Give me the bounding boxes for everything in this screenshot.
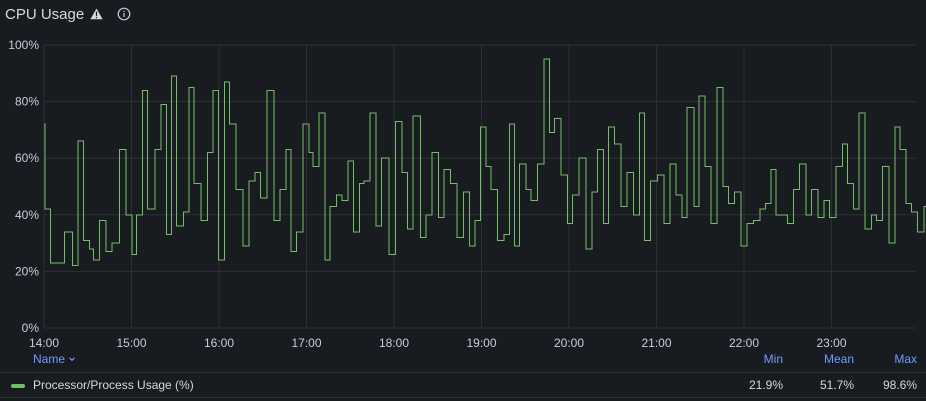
legend-min-value: 21.9% bbox=[748, 378, 783, 392]
y-axis-ticks: 0% 20% 40% 60% 80% 100% bbox=[8, 38, 39, 335]
x-tick-label: 15:00 bbox=[116, 336, 146, 350]
x-tick-label: 19:00 bbox=[466, 336, 496, 350]
legend-name-header-label: Name bbox=[33, 352, 66, 366]
legend-min-column-header[interactable]: Min bbox=[763, 352, 783, 366]
legend-row[interactable]: Processor/Process Usage (%) 21.9% 51.7% … bbox=[0, 372, 926, 398]
legend-name-column-header[interactable]: Name bbox=[33, 352, 76, 366]
x-tick-label: 23:00 bbox=[816, 336, 846, 350]
x-tick-label: 18:00 bbox=[379, 336, 409, 350]
legend-max-value: 98.6% bbox=[882, 378, 917, 392]
y-tick-label: 100% bbox=[8, 38, 39, 52]
y-tick-label: 0% bbox=[22, 321, 40, 335]
legend-max-column-header[interactable]: Max bbox=[894, 352, 917, 366]
cpu-usage-line-chart[interactable]: 0%20%40%60%80%100% 14:00 15:00 16:00 17:00 1… bbox=[0, 28, 926, 350]
legend-mean-column-header[interactable]: Mean bbox=[823, 352, 854, 366]
chart-grid bbox=[43, 44, 916, 329]
series-color-swatch bbox=[11, 384, 25, 388]
x-tick-label: 20:00 bbox=[554, 336, 584, 350]
panel-header: CPU Usage bbox=[0, 0, 926, 28]
warning-triangle-icon[interactable] bbox=[90, 8, 103, 20]
y-tick-label: 20% bbox=[15, 264, 39, 278]
y-tick-label: 80% bbox=[15, 95, 39, 109]
series-layer bbox=[44, 58, 926, 267]
x-tick-label: 21:00 bbox=[641, 336, 671, 350]
legend-mean-value: 51.7% bbox=[819, 378, 854, 392]
y-tick-label: 60% bbox=[15, 151, 39, 165]
panel-title[interactable]: CPU Usage bbox=[5, 5, 85, 23]
series-line[interactable] bbox=[44, 58, 926, 267]
x-axis-ticks: 14:00 15:00 16:00 17:00 18:00 19:00 20:00 21:00… bbox=[29, 336, 847, 350]
chart-legend: Name Min Mean Max Processor/Process Usag… bbox=[0, 350, 926, 401]
legend-header: Name Min Mean Max bbox=[0, 352, 926, 368]
legend-series-name[interactable]: Processor/Process Usage (%) bbox=[33, 378, 194, 392]
x-tick-label: 17:00 bbox=[291, 336, 321, 350]
y-tick-label: 40% bbox=[15, 208, 39, 222]
x-tick-label: 14:00 bbox=[29, 336, 59, 350]
chevron-down-icon bbox=[69, 357, 75, 362]
x-tick-label: 22:00 bbox=[729, 336, 759, 350]
info-circle-icon[interactable] bbox=[117, 7, 131, 21]
x-tick-label: 16:00 bbox=[204, 336, 234, 350]
